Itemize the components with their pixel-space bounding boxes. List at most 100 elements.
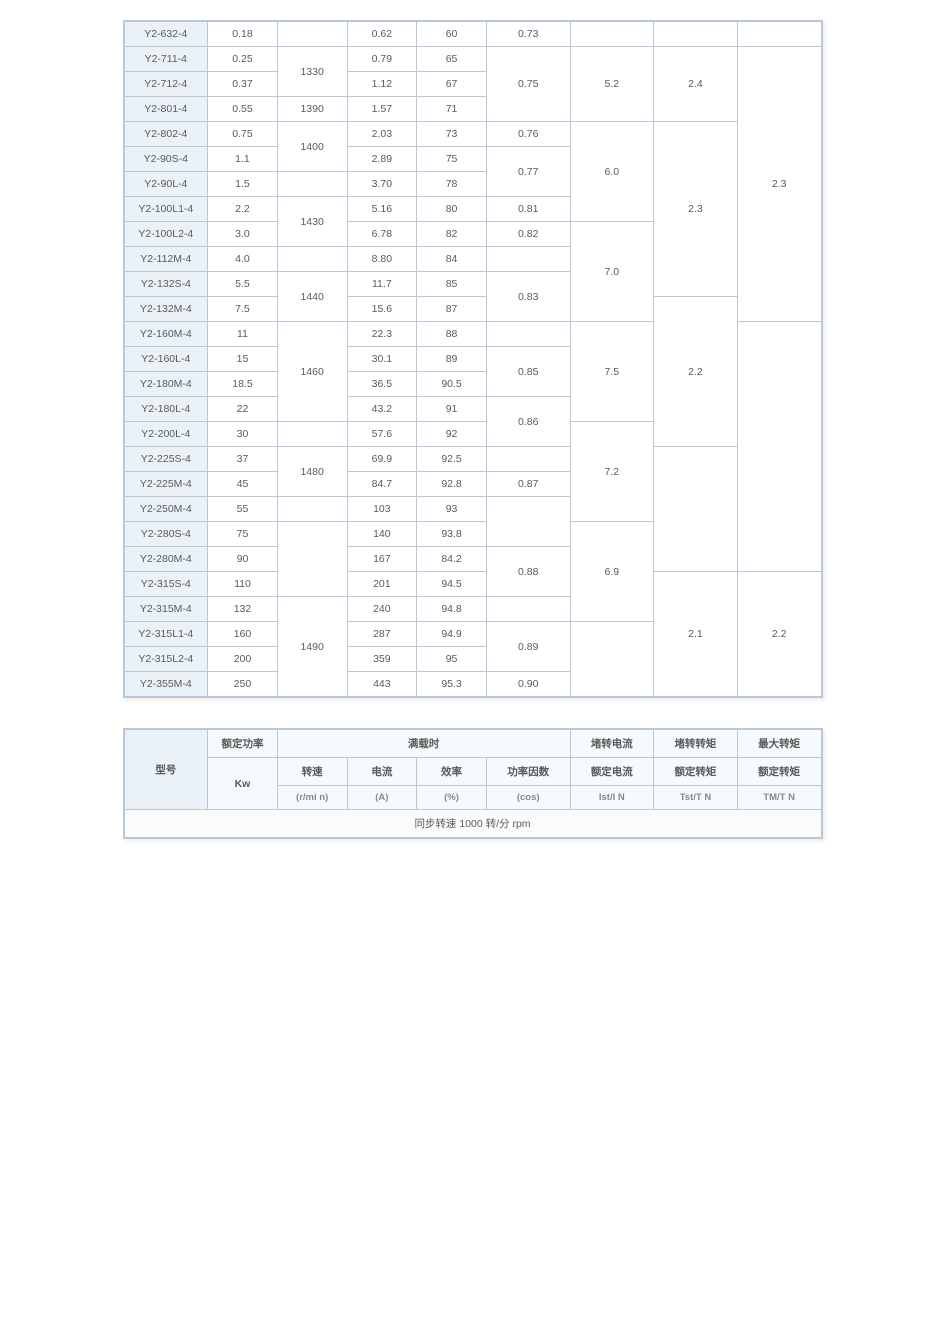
cell-kw: 3.0 [208,222,278,247]
cell-ist: 7.5 [570,322,654,422]
cell-model: Y2-315L1-4 [124,622,208,647]
cell-pf: 0.76 [486,122,570,147]
cell-pf: 0.83 [486,272,570,322]
cell-pf: 0.77 [486,147,570,197]
cell-eff: 78 [417,172,487,197]
cell-model: Y2-225S-4 [124,447,208,472]
cell-model: Y2-160L-4 [124,347,208,372]
cell-model: Y2-132S-4 [124,272,208,297]
cell-eff: 91 [417,397,487,422]
hdr-tst: Tst/T N [654,786,738,810]
hdr-rated-torque-b: 额定转矩 [737,758,821,786]
cell-current: 443 [347,672,417,697]
sync-speed-row: 同步转速 1000 转/分 rpm [124,810,821,838]
hdr-speed: 转速 [277,758,347,786]
cell-pf [486,322,570,347]
cell-kw: 4.0 [208,247,278,272]
cell-pf: 0.87 [486,472,570,497]
cell-kw: 0.18 [208,22,278,47]
cell-eff: 93.8 [417,522,487,547]
cell-pf [486,447,570,472]
hdr-ist: Ist/I N [570,786,654,810]
cell-kw: 5.5 [208,272,278,297]
cell-ist [570,622,654,697]
cell-eff: 67 [417,72,487,97]
cell-model: Y2-280M-4 [124,547,208,572]
motor-spec-table-6pole: 型号 额定功率 满载时 堵转电流 堵转转矩 最大转矩 Kw 转速 电流 效率 功… [123,728,823,839]
hdr-current-unit: (A) [347,786,417,810]
cell-speed [277,497,347,522]
cell-speed: 1430 [277,197,347,247]
cell-current: 6.78 [347,222,417,247]
cell-model: Y2-160M-4 [124,322,208,347]
cell-eff: 75 [417,147,487,172]
hdr-speed-unit: (r/mi n) [277,786,347,810]
hdr-pf-unit: (cos) [486,786,570,810]
cell-eff: 73 [417,122,487,147]
cell-speed: 1400 [277,122,347,172]
cell-current: 11.7 [347,272,417,297]
cell-eff: 93 [417,497,487,522]
cell-current: 167 [347,547,417,572]
cell-ist: 5.2 [570,47,654,122]
cell-current: 359 [347,647,417,672]
cell-current: 0.62 [347,22,417,47]
cell-current: 140 [347,522,417,547]
cell-model: Y2-180L-4 [124,397,208,422]
cell-model: Y2-280S-4 [124,522,208,547]
cell-current: 240 [347,597,417,622]
cell-model: Y2-315L2-4 [124,647,208,672]
cell-kw: 0.37 [208,72,278,97]
cell-kw: 7.5 [208,297,278,322]
table-row: Y2-802-40.7514002.03730.766.02.3 [124,122,821,147]
cell-current: 36.5 [347,372,417,397]
cell-model: Y2-225M-4 [124,472,208,497]
cell-current: 2.03 [347,122,417,147]
cell-current: 1.12 [347,72,417,97]
cell-current: 30.1 [347,347,417,372]
cell-model: Y2-315S-4 [124,572,208,597]
cell-kw: 1.1 [208,147,278,172]
cell-current: 2.89 [347,147,417,172]
cell-speed: 1480 [277,447,347,497]
hdr-kw: Kw [208,758,278,810]
cell-kw: 45 [208,472,278,497]
cell-current: 5.16 [347,197,417,222]
table-row: Y2-632-40.180.62600.73 [124,22,821,47]
hdr-rated-torque-a: 额定转矩 [654,758,738,786]
cell-eff: 89 [417,347,487,372]
hdr-tm: TM/T N [737,786,821,810]
cell-speed [277,422,347,447]
hdr-model: 型号 [124,730,208,810]
cell-eff: 92.5 [417,447,487,472]
cell-kw: 30 [208,422,278,447]
cell-tst: 2.1 [654,572,738,697]
cell-pf [486,247,570,272]
cell-eff: 84.2 [417,547,487,572]
cell-ist: 7.0 [570,222,654,322]
table-row: Y2-225S-437148069.992.5 [124,447,821,472]
cell-model: Y2-132M-4 [124,297,208,322]
cell-pf: 0.85 [486,347,570,397]
cell-pf: 0.89 [486,622,570,672]
cell-pf: 0.73 [486,22,570,47]
cell-pf [486,597,570,622]
cell-kw: 0.75 [208,122,278,147]
cell-kw: 1.5 [208,172,278,197]
cell-current: 201 [347,572,417,597]
cell-kw: 37 [208,447,278,472]
cell-model: Y2-801-4 [124,97,208,122]
cell-current: 287 [347,622,417,647]
cell-eff: 92 [417,422,487,447]
cell-current: 22.3 [347,322,417,347]
cell-model: Y2-250M-4 [124,497,208,522]
cell-speed: 1460 [277,322,347,422]
table-row: Y2-711-40.2513300.79650.755.22.42.3 [124,47,821,72]
cell-kw: 2.2 [208,197,278,222]
cell-kw: 160 [208,622,278,647]
cell-model: Y2-90S-4 [124,147,208,172]
cell-eff: 88 [417,322,487,347]
cell-eff: 90.5 [417,372,487,397]
cell-kw: 18.5 [208,372,278,397]
cell-eff: 95.3 [417,672,487,697]
